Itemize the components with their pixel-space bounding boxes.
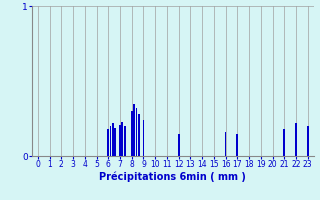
Bar xyxy=(133,104,135,156)
Bar xyxy=(143,120,144,156)
Bar xyxy=(225,132,227,156)
X-axis label: Précipitations 6min ( mm ): Précipitations 6min ( mm ) xyxy=(100,172,246,182)
Bar xyxy=(236,134,238,156)
Bar xyxy=(131,111,132,156)
Bar xyxy=(119,124,121,156)
Bar xyxy=(307,126,308,156)
Bar xyxy=(284,129,285,156)
Bar xyxy=(112,123,114,156)
Bar xyxy=(295,123,297,156)
Bar xyxy=(115,128,116,156)
Bar xyxy=(122,121,123,156)
Bar xyxy=(108,129,109,156)
Bar xyxy=(110,126,111,156)
Bar xyxy=(136,108,137,156)
Bar xyxy=(178,134,180,156)
Bar xyxy=(124,126,125,156)
Bar xyxy=(138,114,140,156)
